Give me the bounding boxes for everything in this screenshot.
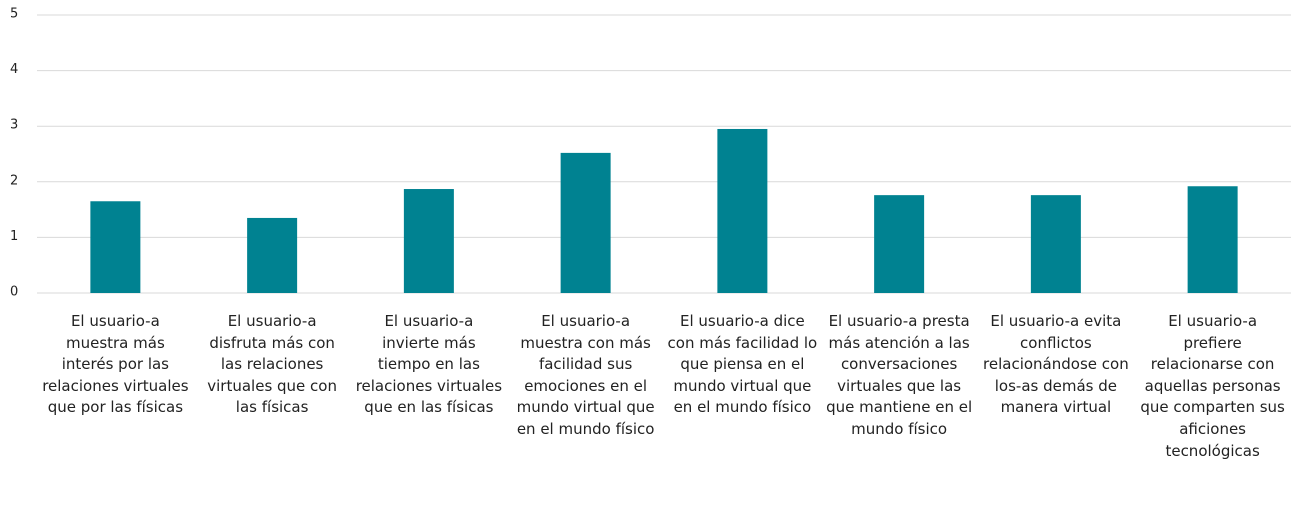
x-tick-label: El usuario-a presta más atención a las c… (826, 312, 973, 438)
bar (1187, 186, 1238, 293)
bar (403, 189, 454, 293)
bar (717, 128, 768, 293)
y-tick-label: 4 (10, 62, 18, 77)
x-tick-label: El usuario-a muestra más interés por las… (42, 312, 189, 417)
x-tick-label: El usuario-a disfruta más con las relaci… (207, 312, 337, 417)
x-tick-label: El usuario-a prefiere relacionarse con a… (1140, 312, 1285, 460)
y-tick-label: 0 (10, 285, 18, 300)
bar (90, 201, 141, 293)
y-tick-label: 5 (10, 7, 18, 22)
x-tick-label: El usuario-a muestra con más facilidad s… (516, 312, 655, 438)
bar (1030, 195, 1081, 293)
y-tick-label: 1 (10, 229, 18, 244)
y-tick-label: 3 (10, 118, 18, 133)
x-tick-label: El usuario-a evita conflictos relacionán… (983, 312, 1129, 417)
bar (247, 217, 298, 293)
y-tick-label: 2 (10, 173, 18, 188)
bar (874, 195, 925, 293)
bar (560, 152, 611, 293)
x-tick-label: El usuario-a dice con más facilidad lo q… (667, 312, 818, 417)
x-tick-label: El usuario-a invierte más tiempo en las … (355, 312, 503, 417)
